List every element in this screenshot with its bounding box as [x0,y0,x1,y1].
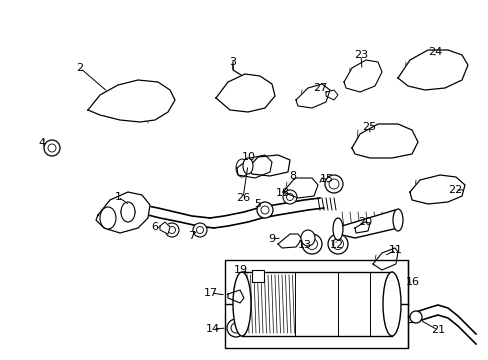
Text: 21: 21 [430,325,444,335]
Ellipse shape [243,158,252,174]
Ellipse shape [232,272,250,336]
Text: 20: 20 [357,217,371,227]
Text: 19: 19 [233,265,247,275]
Ellipse shape [121,202,135,222]
Text: 16: 16 [405,277,419,287]
Text: 5: 5 [254,199,261,209]
Circle shape [168,226,175,234]
Circle shape [101,211,115,225]
Polygon shape [372,248,397,270]
Polygon shape [237,155,271,178]
Text: 27: 27 [312,83,326,93]
Polygon shape [409,175,464,204]
Ellipse shape [301,230,314,246]
Polygon shape [160,222,170,234]
Circle shape [327,234,347,254]
Circle shape [230,323,241,333]
Text: 4: 4 [39,138,45,148]
Circle shape [44,140,60,156]
Text: 1: 1 [114,192,121,202]
Circle shape [286,194,293,201]
Text: 12: 12 [329,240,344,250]
Circle shape [328,179,338,189]
Polygon shape [251,270,264,282]
Circle shape [325,175,342,193]
Polygon shape [325,90,337,100]
Circle shape [240,291,249,301]
Text: 25: 25 [361,122,375,132]
Text: 6: 6 [151,222,158,232]
Circle shape [121,205,135,219]
Circle shape [196,226,203,234]
Polygon shape [295,84,329,108]
Text: 26: 26 [235,193,249,203]
Circle shape [164,223,179,237]
Circle shape [283,190,296,204]
Text: 2: 2 [76,63,83,73]
Text: 22: 22 [447,185,461,195]
Text: 10: 10 [242,152,256,162]
Text: 11: 11 [388,245,402,255]
Circle shape [48,144,56,152]
Text: 24: 24 [427,47,441,57]
Circle shape [332,239,343,249]
Polygon shape [337,210,399,238]
Text: 23: 23 [353,50,367,60]
Polygon shape [283,178,317,198]
Text: 17: 17 [203,288,218,298]
Polygon shape [278,234,302,248]
Circle shape [306,239,317,249]
Circle shape [261,206,268,214]
Text: 9: 9 [268,234,275,244]
Text: 18: 18 [275,188,289,198]
Polygon shape [354,222,369,233]
Circle shape [257,202,272,218]
Text: 15: 15 [319,174,333,184]
Text: 3: 3 [229,57,236,67]
Circle shape [193,223,206,237]
Ellipse shape [332,218,342,240]
Ellipse shape [100,207,116,229]
Text: 7: 7 [188,231,195,241]
Ellipse shape [392,209,402,231]
Bar [224,260,407,348]
Polygon shape [216,74,274,112]
Polygon shape [343,60,381,92]
Polygon shape [397,50,467,90]
Circle shape [226,319,244,337]
Polygon shape [88,80,175,122]
Circle shape [302,234,321,254]
Polygon shape [227,290,244,303]
Polygon shape [351,124,417,158]
Text: 14: 14 [205,324,220,334]
Text: 13: 13 [297,240,311,250]
Polygon shape [247,155,289,176]
Circle shape [409,311,421,323]
Text: 8: 8 [289,171,296,181]
Ellipse shape [382,272,400,336]
Polygon shape [96,192,150,233]
